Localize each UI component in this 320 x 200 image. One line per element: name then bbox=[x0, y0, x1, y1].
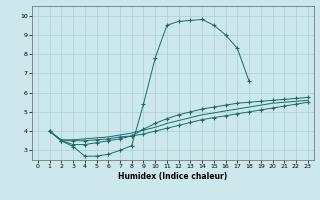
X-axis label: Humidex (Indice chaleur): Humidex (Indice chaleur) bbox=[118, 172, 228, 181]
